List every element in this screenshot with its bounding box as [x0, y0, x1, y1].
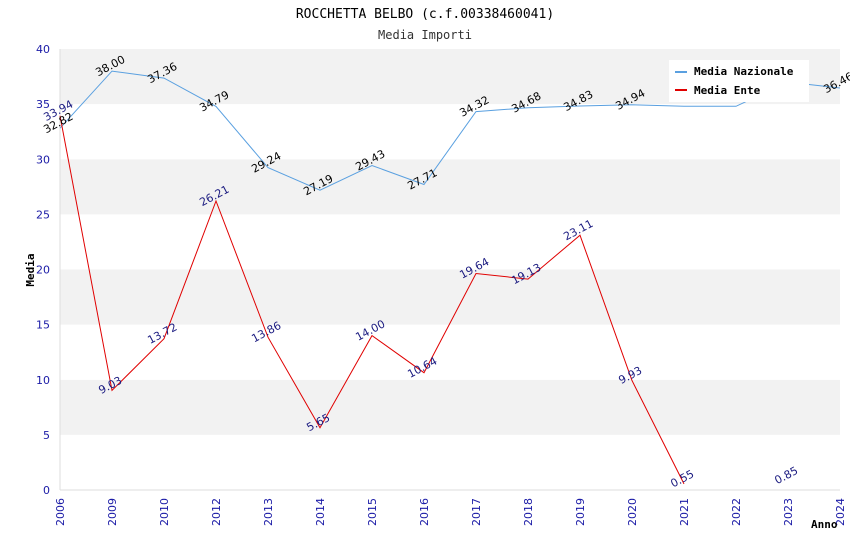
x-tick-label: 2012	[210, 498, 223, 526]
x-axis-ticks: 2006 2009 2010 2012 2013 2014 2015 2016 2017 2018…	[54, 498, 847, 526]
grid-band	[60, 104, 840, 160]
y-tick-label: 25	[36, 208, 50, 221]
series-line-media-nazionale	[59, 70, 841, 191]
grid-band	[60, 434, 840, 490]
chart-title: ROCCHETTA BELBO (c.f.00338460041)	[296, 7, 554, 22]
x-tick-label: 2023	[782, 498, 795, 526]
x-axis-label: Anno	[811, 518, 838, 531]
y-axis-label: Media	[24, 253, 37, 286]
x-tick-label: 2006	[54, 498, 67, 526]
x-tick-label: 2013	[262, 498, 275, 526]
chart-subtitle: Media Importi	[378, 28, 472, 42]
x-tick-label: 2019	[574, 498, 587, 526]
grid-band	[60, 269, 840, 325]
series-lines	[59, 70, 841, 484]
grid-band	[60, 379, 840, 435]
legend-label-media-ente: Media Ente	[694, 84, 761, 97]
y-tick-label: 5	[43, 429, 50, 442]
legend-box	[669, 60, 809, 102]
x-tick-label: 2015	[366, 498, 379, 526]
x-tick-label: 2018	[522, 498, 535, 526]
legend-label-media-nazionale: Media Nazionale	[694, 65, 794, 78]
y-tick-label: 40	[36, 43, 50, 56]
y-tick-label: 30	[36, 153, 50, 166]
grid-band	[60, 159, 840, 215]
grid-band	[60, 324, 840, 380]
y-tick-label: 20	[36, 264, 50, 277]
grid-band	[60, 214, 840, 270]
x-tick-label: 2014	[314, 498, 327, 526]
x-tick-label: 2020	[626, 498, 639, 526]
x-tick-label: 2009	[106, 498, 119, 526]
x-tick-label: 2024	[834, 498, 847, 526]
y-tick-label: 0	[43, 484, 50, 497]
y-tick-label: 35	[36, 98, 50, 111]
plot-bands	[59, 49, 840, 491]
x-tick-label: 2017	[470, 498, 483, 526]
y-axis-ticks: 0 5 10 15 20 25 30 35 40	[36, 43, 50, 497]
legend: Media Nazionale Media Ente	[669, 60, 809, 102]
x-tick-label: 2016	[418, 498, 431, 526]
x-tick-label: 2010	[158, 498, 171, 526]
x-tick-label: 2021	[678, 498, 691, 526]
y-tick-label: 15	[36, 319, 50, 332]
x-tick-label: 2022	[730, 498, 743, 526]
y-tick-label: 10	[36, 374, 50, 387]
